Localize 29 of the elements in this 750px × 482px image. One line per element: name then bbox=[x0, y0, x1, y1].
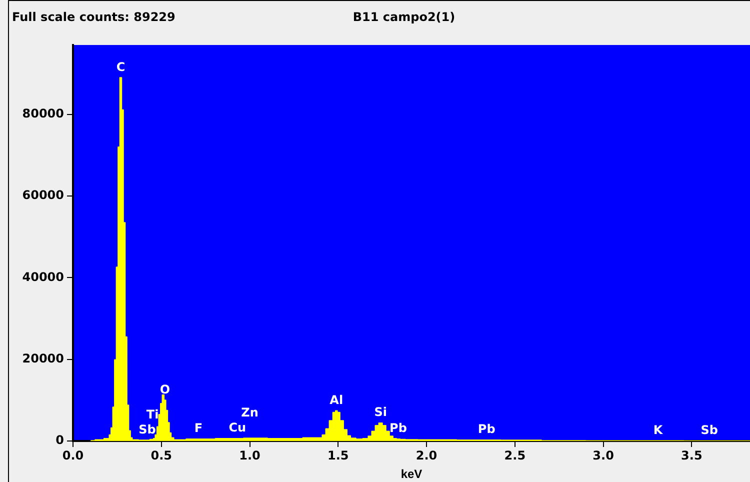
annotation: Si bbox=[374, 405, 387, 420]
annotation: Sb bbox=[700, 422, 718, 437]
y-tick-label: 40000 bbox=[22, 270, 64, 284]
y-tick-label: 20000 bbox=[22, 351, 64, 366]
annotation: Cu bbox=[228, 420, 246, 435]
x-tick-label: 2.5 bbox=[504, 448, 526, 462]
annotation: Pb bbox=[478, 422, 496, 436]
annotation: Ti bbox=[146, 407, 159, 422]
text: Full scale counts: 89229 bbox=[12, 10, 176, 24]
annotation: K bbox=[653, 422, 664, 437]
x-tick-label: 0.5 bbox=[150, 448, 172, 462]
x-tick-label: 3.0 bbox=[592, 448, 614, 462]
x-tick-label: 1.0 bbox=[239, 448, 260, 462]
y-tick-label: 60000 bbox=[22, 188, 64, 202]
annotation: F bbox=[194, 421, 203, 436]
x-axis-title: keV bbox=[400, 467, 422, 482]
x-tick-label: 1.5 bbox=[328, 448, 349, 462]
y-tick-label: 80000 bbox=[22, 106, 64, 121]
chart-title: B11 campo2(1) bbox=[352, 10, 456, 24]
annotation: Al bbox=[330, 392, 344, 407]
x-tick-label: 2.0 bbox=[416, 448, 438, 462]
annotation: Zn bbox=[241, 406, 258, 420]
x-tick-label: 3.5 bbox=[681, 448, 702, 462]
annotation: C bbox=[116, 60, 126, 74]
annotation: Pb bbox=[390, 421, 408, 436]
y-tick-label: 0 bbox=[56, 433, 64, 448]
x-tick-label: 0.0 bbox=[62, 448, 84, 462]
annotation: O bbox=[160, 382, 170, 396]
annotation: Sb bbox=[138, 422, 156, 436]
